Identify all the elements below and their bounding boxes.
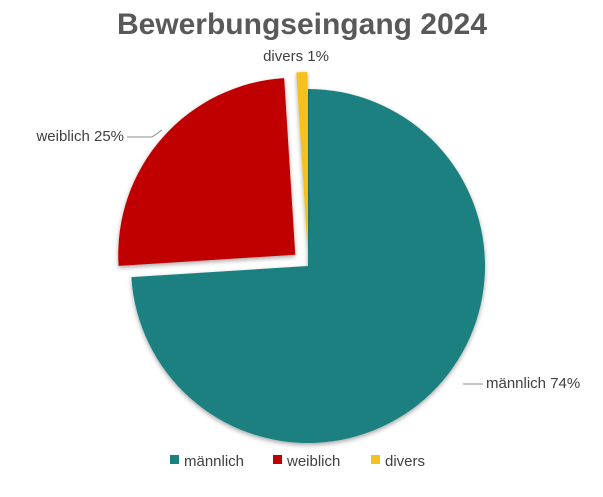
data-label-divers: divers 1% (263, 48, 329, 65)
legend-label-mannlich: männlich (184, 453, 244, 470)
leader-lines (127, 129, 483, 385)
data-labels: männlich 74% weiblich 25% divers 1% (35, 48, 580, 392)
legend: männlich weiblich divers (170, 453, 425, 470)
pie-slices (118, 72, 485, 443)
data-label-weiblich: weiblich 25% (35, 128, 124, 145)
legend-item-weiblich: weiblich (273, 453, 340, 470)
leader-line-weiblich (127, 129, 163, 138)
legend-swatch-mannlich (170, 455, 179, 464)
legend-item-mannlich: männlich (170, 453, 244, 470)
pie-slice-divers (296, 72, 308, 250)
legend-item-divers: divers (371, 453, 425, 470)
chart-title: Bewerbungseingang 2024 (117, 8, 487, 41)
pie-slice-mannlich (131, 89, 485, 443)
legend-swatch-weiblich (273, 455, 282, 464)
legend-label-weiblich: weiblich (286, 453, 340, 470)
legend-label-divers: divers (385, 453, 425, 470)
legend-swatch-divers (371, 455, 380, 464)
pie-slice-weiblich (118, 78, 296, 266)
data-label-mannlich: männlich 74% (486, 375, 580, 392)
